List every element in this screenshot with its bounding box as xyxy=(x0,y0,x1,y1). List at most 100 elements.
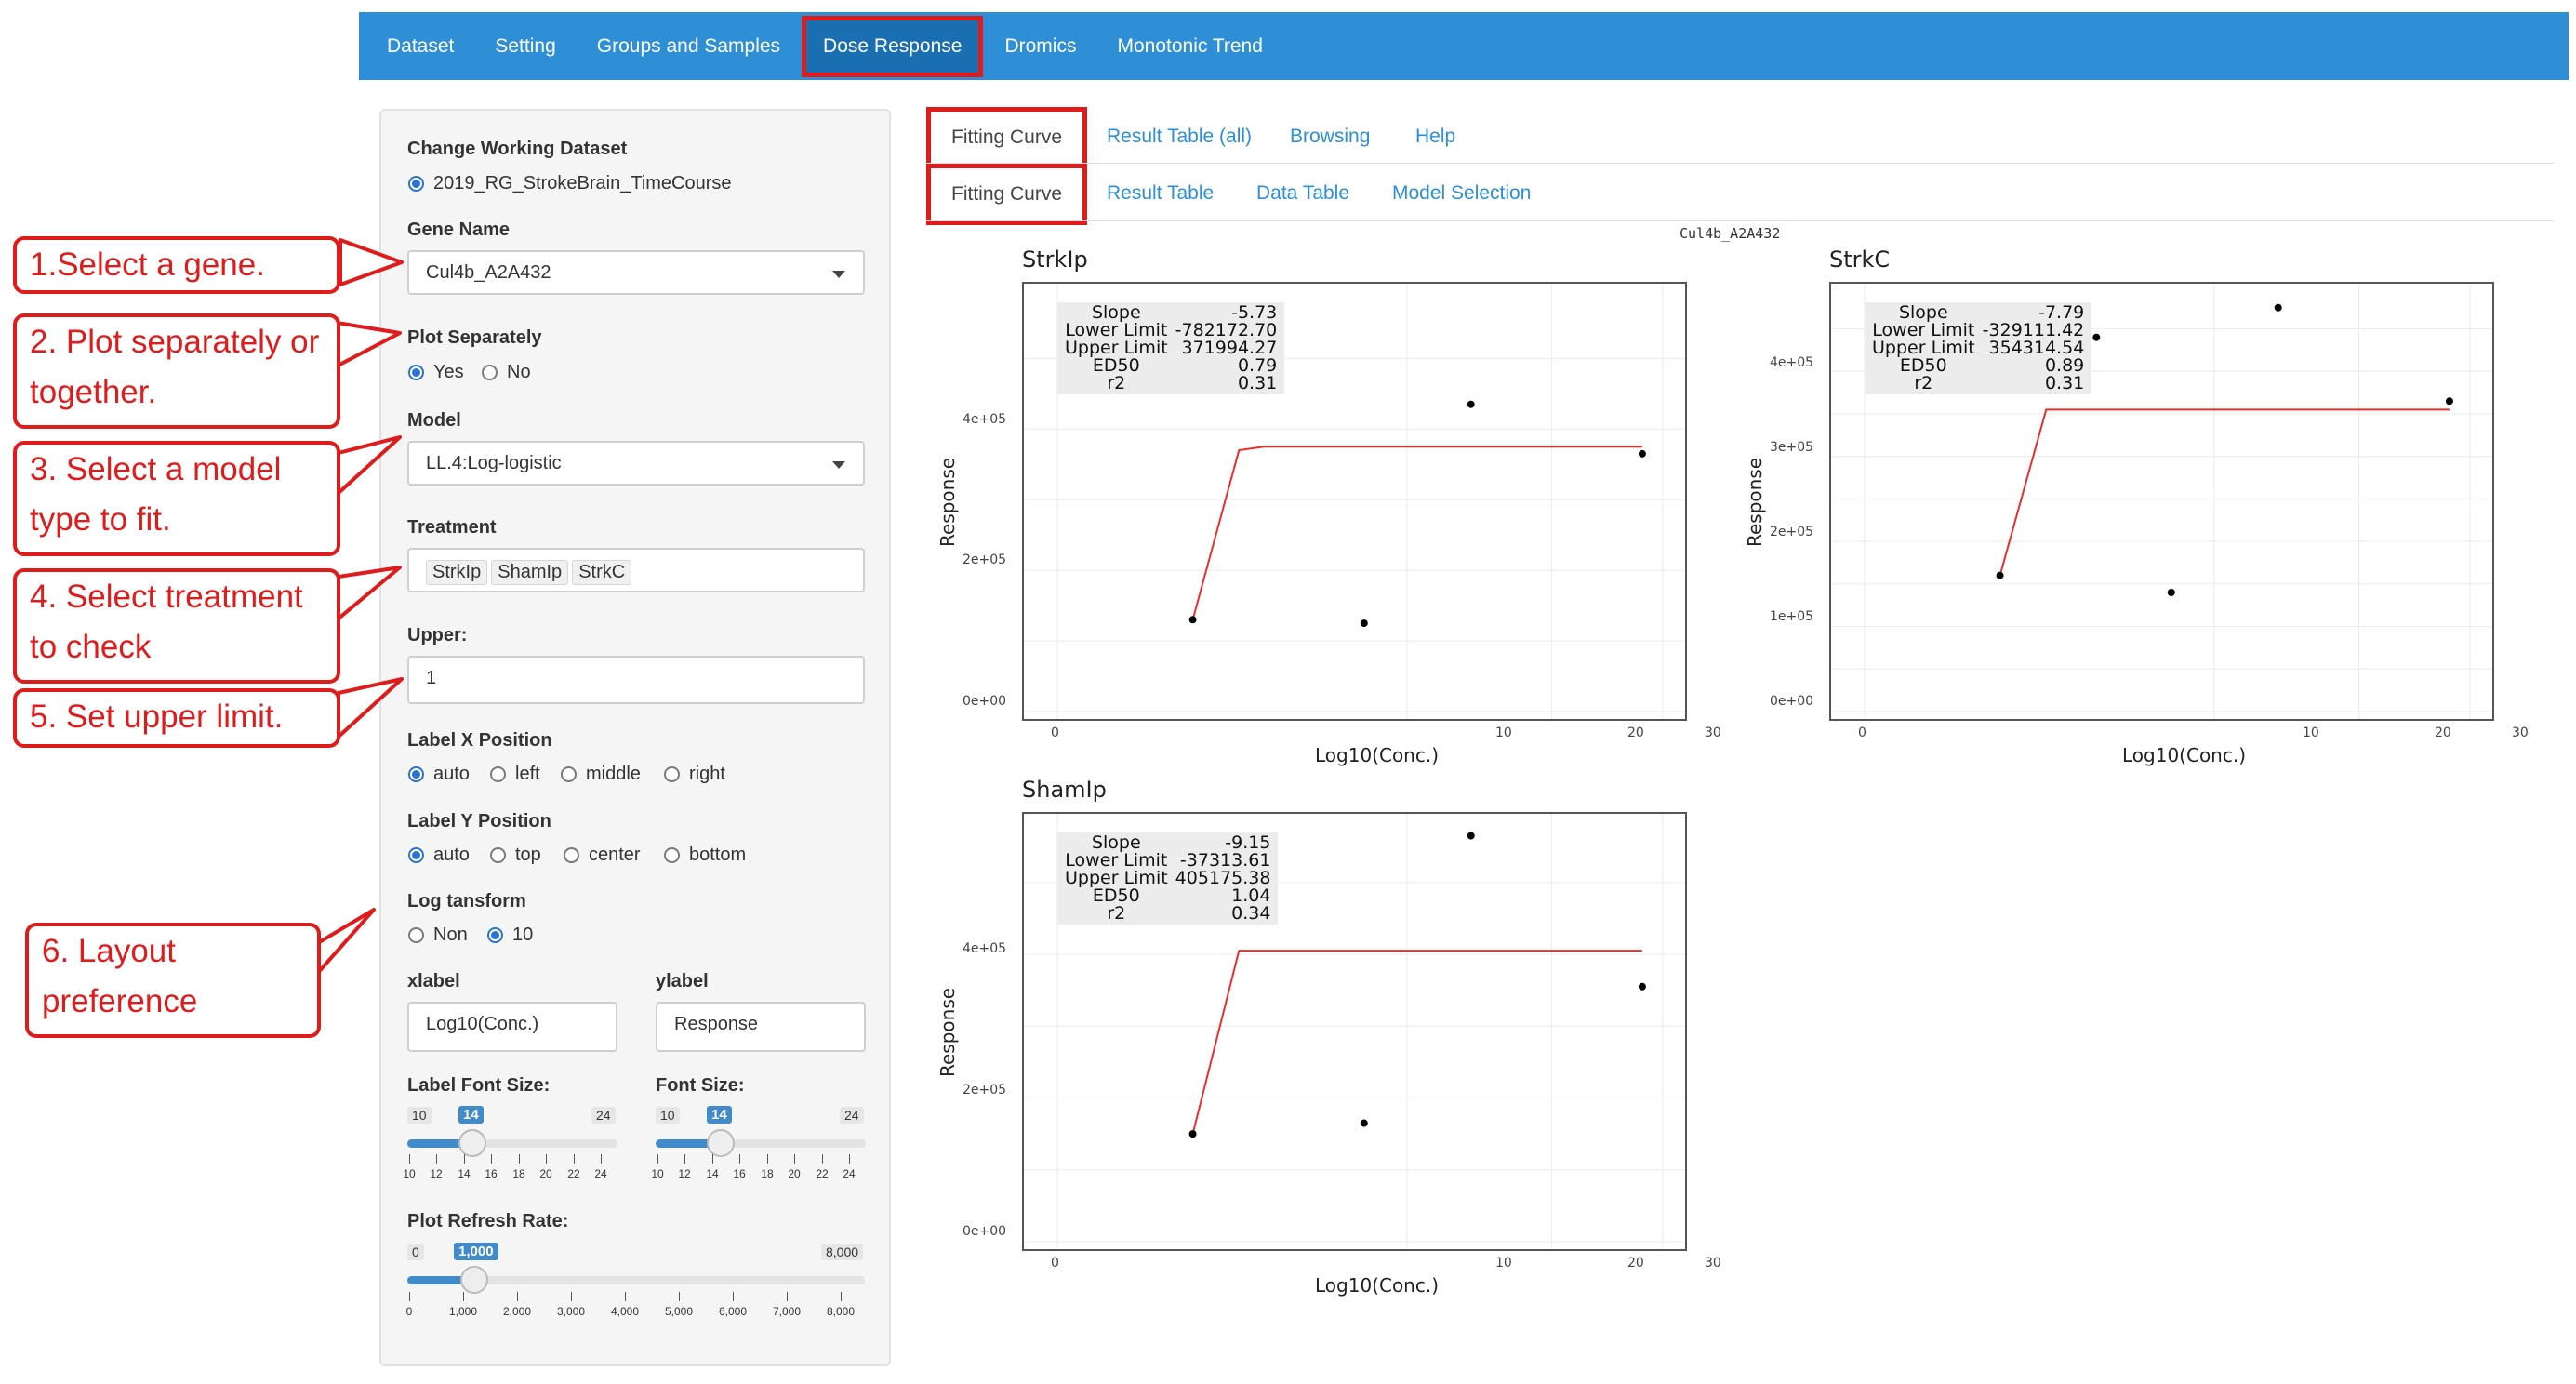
stat-lower: -329111.42 xyxy=(1982,320,2085,340)
label-x-left-radio[interactable] xyxy=(490,766,506,782)
callout-select-gene: 1.Select a gene. xyxy=(13,236,340,294)
nav-monotonic-trend[interactable]: Monotonic Trend xyxy=(1117,34,1263,57)
plot-separately-no-radio[interactable] xyxy=(482,365,498,380)
stat-upper: 354314.54 xyxy=(1988,338,2085,358)
tab-browsing[interactable]: Browsing xyxy=(1290,126,1371,147)
control-sidebar: Change Working Dataset 2019_RG_StrokeBra… xyxy=(379,109,891,1366)
subtab-result-table[interactable]: Result Table xyxy=(1107,182,1215,204)
data-point xyxy=(2274,303,2282,312)
stat-r2: 0.31 xyxy=(1237,373,1278,393)
font-size-handle[interactable] xyxy=(707,1129,735,1157)
label-x-auto-label: auto xyxy=(433,764,470,784)
label-x-position-label: Label X Position xyxy=(407,730,552,751)
refresh-rate-handle[interactable] xyxy=(460,1266,488,1294)
plot-separately-no-label: No xyxy=(507,362,531,382)
x-tick: 0 xyxy=(1858,725,1866,740)
working-dataset-radio[interactable] xyxy=(408,176,424,192)
label-font-size-handle[interactable] xyxy=(458,1129,486,1157)
treatment-multiselect[interactable]: StrkIp ShamIp StrkC xyxy=(407,548,865,592)
xlabel-input[interactable]: Log10(Conc.) xyxy=(407,1002,617,1052)
tab-help[interactable]: Help xyxy=(1415,126,1456,147)
label-x-middle-label: middle xyxy=(586,764,641,784)
label-y-center-label: center xyxy=(589,845,641,865)
nav-dose-response[interactable]: Dose Response xyxy=(802,15,984,77)
label-font-size-max: 24 xyxy=(591,1107,616,1124)
label-y-auto-radio[interactable] xyxy=(408,847,424,863)
fitted-curve xyxy=(1998,408,2450,576)
label-x-auto-radio[interactable] xyxy=(408,766,424,782)
x-tick: 30 xyxy=(1705,725,1721,740)
subtab-data-table[interactable]: Data Table xyxy=(1256,182,1350,204)
ylabel-input[interactable]: Response xyxy=(656,1002,866,1052)
log-transform-label: Log tansform xyxy=(407,891,526,912)
treatment-label: Treatment xyxy=(407,517,497,538)
label-x-right-radio[interactable] xyxy=(664,766,680,782)
treatment-chip[interactable]: ShamIp xyxy=(491,560,569,585)
subtab-fitting-curve[interactable]: Fitting Curve xyxy=(926,164,1088,225)
label-y-auto-label: auto xyxy=(433,845,470,865)
subtab-model-selection[interactable]: Model Selection xyxy=(1392,182,1532,204)
plot-canvas xyxy=(1831,284,2492,719)
stats-table: Slope -7.79 Lower Limit -329111.42 Upper L… xyxy=(1865,302,2092,394)
log-10-radio[interactable] xyxy=(487,927,503,943)
log-non-radio[interactable] xyxy=(408,927,424,943)
y-tick: 0e+00 xyxy=(1770,694,1814,709)
x-axis-title: Log10(Conc.) xyxy=(1315,744,1440,766)
stat-ed50: 1.04 xyxy=(1231,885,1271,906)
y-axis-title: Response xyxy=(936,987,959,1077)
nav-setting[interactable]: Setting xyxy=(495,34,556,57)
label-x-middle-radio[interactable] xyxy=(561,766,577,782)
data-point xyxy=(1638,449,1646,458)
font-size-track[interactable] xyxy=(656,1139,866,1148)
y-tick: 4e+05 xyxy=(1770,355,1814,370)
label-font-size-min: 10 xyxy=(407,1107,432,1124)
treatment-chip[interactable]: StrkIp xyxy=(426,560,488,585)
label-y-center-radio[interactable] xyxy=(564,847,579,863)
callout-plot-separately: 2. Plot separately or together. xyxy=(13,313,340,429)
y-tick: 2e+05 xyxy=(1770,525,1814,539)
gene-name-select[interactable]: Cul4b_A2A432 xyxy=(407,250,865,295)
stats-table: Slope -5.73 Lower Limit -782172.70 Upper L… xyxy=(1057,302,1285,394)
x-tick: 20 xyxy=(2435,725,2451,740)
gene-plot-title: Cul4b_A2A432 xyxy=(1680,225,1781,242)
callout-upper-limit: 5. Set upper limit. xyxy=(13,688,340,748)
stat-slope: -7.79 xyxy=(2038,302,2085,323)
stat-lower: -37313.61 xyxy=(1179,850,1271,871)
data-point xyxy=(1996,571,2004,579)
tab-result-table-all[interactable]: Result Table (all) xyxy=(1107,126,1253,147)
log-10-label: 10 xyxy=(512,925,534,945)
model-select[interactable]: LL.4:Log-logistic xyxy=(407,441,865,486)
stat-ed50: 0.79 xyxy=(1237,355,1278,376)
label-x-right-label: right xyxy=(689,764,725,784)
refresh-rate-max: 8,000 xyxy=(821,1244,864,1260)
y-tick: 4e+05 xyxy=(963,941,1007,956)
tab-fitting-curve[interactable]: Fitting Curve xyxy=(926,107,1088,168)
working-dataset-label: Change Working Dataset xyxy=(407,139,628,159)
label-y-bottom-radio[interactable] xyxy=(664,847,680,863)
upper-input[interactable]: 1 xyxy=(407,656,865,704)
refresh-rate-track[interactable] xyxy=(407,1276,865,1284)
nav-dataset[interactable]: Dataset xyxy=(387,34,455,57)
font-size-value: 14 xyxy=(707,1106,732,1124)
callout-select-treatment: 4. Select treatment to check xyxy=(13,568,340,684)
plot-separately-yes-radio[interactable] xyxy=(408,365,424,380)
nav-dromics[interactable]: Dromics xyxy=(1004,34,1077,57)
refresh-rate-label: Plot Refresh Rate: xyxy=(407,1211,569,1231)
xlabel-label: xlabel xyxy=(407,971,460,991)
data-point xyxy=(1188,1130,1197,1138)
data-point xyxy=(1360,619,1368,628)
working-dataset-option: 2019_RG_StrokeBrain_TimeCourse xyxy=(433,173,732,193)
label-y-top-radio[interactable] xyxy=(490,847,506,863)
data-point xyxy=(1467,832,1475,840)
plot-title: ShamIp xyxy=(1022,777,1107,803)
plot-separately-yes-label: Yes xyxy=(433,362,464,382)
stat-slope: -9.15 xyxy=(1225,832,1271,853)
chevron-down-icon xyxy=(832,271,845,278)
label-font-size-label: Label Font Size: xyxy=(407,1075,551,1096)
label-font-size-track[interactable] xyxy=(407,1139,617,1148)
fitted-curve xyxy=(1191,446,1642,620)
treatment-chip[interactable]: StrkC xyxy=(572,560,632,585)
x-axis-title: Log10(Conc.) xyxy=(2122,744,2247,766)
nav-groups-and-samples[interactable]: Groups and Samples xyxy=(596,34,781,57)
log-non-label: Non xyxy=(433,925,468,945)
